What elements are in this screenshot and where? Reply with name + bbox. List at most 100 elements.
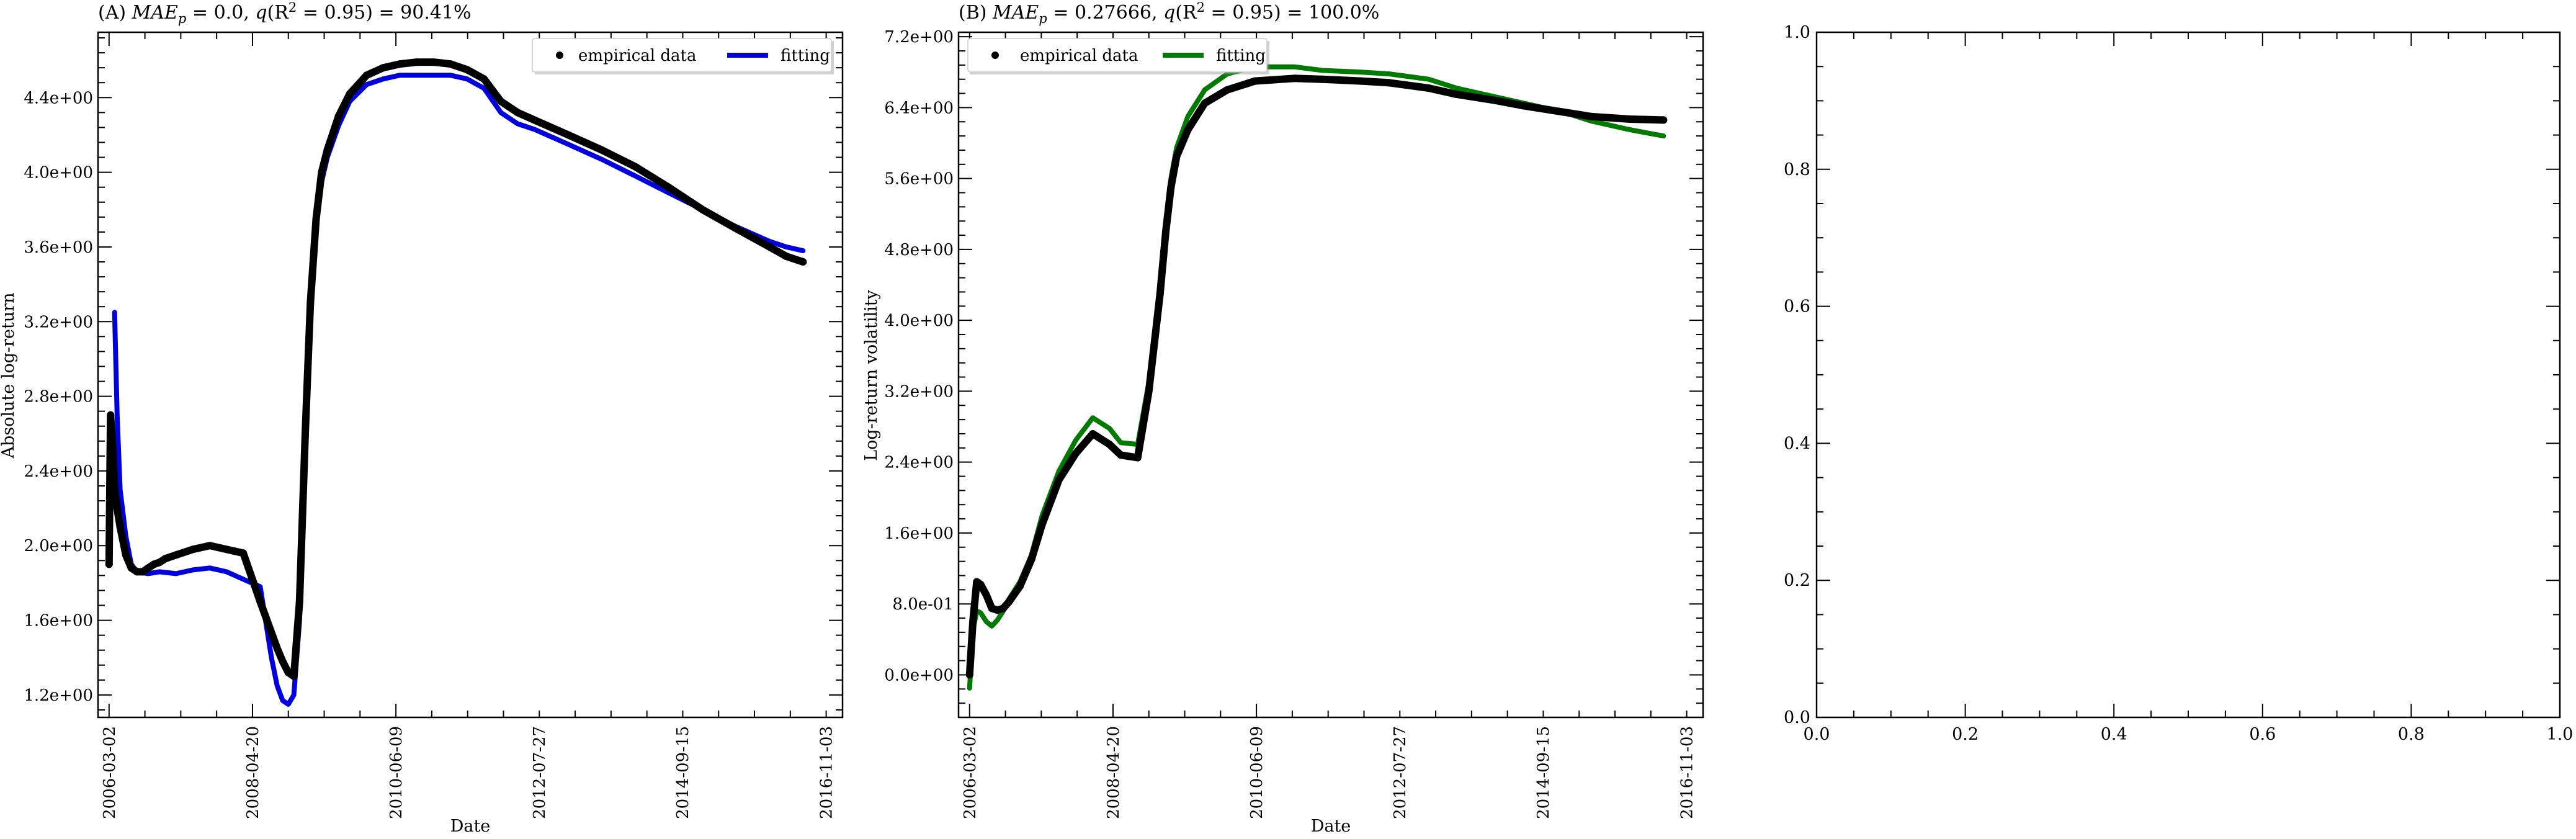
empirical-data-point [273, 644, 281, 652]
panel-b: (B) MAEp = 0.27666, q(R2 = 0.95) = 100.0… [862, 0, 1704, 836]
panel-a-x-axis-label: Date [450, 817, 491, 836]
empirical-data-point [122, 551, 130, 559]
panel-b-title: (B) MAEp = 0.27666, q(R2 = 0.95) = 100.0… [959, 0, 1379, 26]
empirical-data-point [239, 549, 248, 557]
empirical-data-point [1016, 582, 1024, 590]
y-tick-label: 0.2 [1784, 571, 1810, 590]
x-tick-label: 2006-03-02 [101, 726, 119, 819]
panel-a-title: (A) MAEp = 0.0, q(R2 = 0.95) = 90.41% [98, 0, 472, 26]
empirical-data-point [133, 568, 141, 576]
empirical-data-point [1492, 97, 1500, 104]
empirical-data-point [799, 258, 807, 266]
panel-b-legend: empirical data fitting [967, 38, 1269, 74]
y-tick-label: 1.6e+00 [24, 612, 93, 630]
empirical-data-point [256, 598, 264, 606]
empirical-data-point [977, 580, 985, 588]
legend-marker-empirical [556, 52, 563, 59]
empirical-data-trace [965, 74, 1668, 679]
legend-label-fitting: fitting [1216, 47, 1266, 65]
empirical-data-point [1626, 115, 1634, 123]
x-tick-label: 0.6 [2249, 725, 2276, 744]
panel-a-y-axis-label: Absolute log-return [0, 292, 18, 459]
empirical-data-point [564, 131, 572, 139]
panel-c: 0.0 0.2 0.4 0.6 0.8 1.0 0.0 0.2 0.4 0.6 0.8 1.0 [1784, 23, 2573, 744]
empirical-data-point [782, 253, 790, 260]
empirical-data-point [1134, 454, 1142, 462]
y-tick-label: 3.6e+00 [24, 238, 93, 257]
y-tick-label: 7.2e+00 [884, 28, 954, 47]
panel-b-plot-area [965, 64, 1668, 691]
y-tick-label: 1.0 [1784, 23, 1810, 42]
empirical-data-point [1038, 520, 1046, 528]
empirical-data-point [161, 555, 169, 563]
empirical-data-point [1027, 555, 1035, 563]
empirical-data-point [988, 604, 996, 612]
empirical-data-point [109, 439, 117, 447]
x-tick-label: 2008-04-20 [244, 726, 262, 819]
y-tick-label: 1.6e+00 [884, 524, 954, 543]
x-tick-label: 2006-03-02 [961, 726, 980, 819]
x-tick-label: 2010-06-09 [1248, 726, 1266, 819]
empirical-data-point [1167, 183, 1175, 191]
empirical-data-point [1424, 84, 1433, 92]
empirical-data-point [993, 606, 1001, 614]
empirical-data-point [497, 97, 505, 105]
x-tick-label: 2014-09-15 [674, 726, 692, 819]
y-tick-label: 4.0e+00 [24, 164, 93, 182]
legend-label-empirical: empirical data [578, 47, 696, 65]
empirical-data-point [363, 71, 370, 79]
y-tick-label: 1.2e+00 [24, 686, 93, 705]
empirical-data-point [396, 60, 404, 68]
legend-label-empirical: empirical data [1020, 47, 1138, 65]
legend-frame [967, 38, 1268, 73]
empirical-data-point [144, 564, 152, 572]
empirical-data-point [290, 672, 298, 680]
legend-marker-empirical [991, 52, 999, 59]
empirical-data-point [597, 146, 606, 154]
empirical-data-point [1162, 228, 1169, 236]
panel-b-frame [957, 31, 1704, 719]
x-tick-label: 0.2 [1952, 725, 1979, 744]
empirical-data-point [446, 60, 454, 68]
empirical-data-point [312, 215, 320, 223]
panel-a-frame [97, 31, 844, 719]
empirical-data-point [306, 299, 315, 307]
empirical-data-point [463, 66, 471, 74]
empirical-data-point [334, 112, 342, 120]
x-tick-label: 2014-09-15 [1534, 726, 1553, 819]
empirical-data-point [766, 243, 774, 251]
empirical-data-point [1106, 441, 1114, 449]
empirical-data-point [107, 411, 115, 419]
panel-b-x-axis-label: Date [1311, 817, 1351, 836]
x-tick-label: 2016-11-03 [1678, 726, 1696, 819]
empirical-data-point [413, 58, 421, 66]
empirical-data-point [110, 486, 119, 493]
empirical-data-point [1251, 77, 1259, 85]
empirical-data-point [116, 523, 124, 531]
empirical-data-point [1184, 126, 1192, 134]
y-tick-label: 0.0 [1784, 708, 1810, 727]
y-tick-label: 3.2e+00 [24, 313, 93, 331]
panel-a-y-axis: 1.2e+00 1.6e+00 2.0e+00 2.4e+00 2.8e+00 3.2e+… [24, 37, 843, 711]
empirical-data-point [127, 564, 135, 572]
empirical-data-point [1452, 91, 1460, 98]
empirical-data-point [699, 205, 707, 213]
panel-a: (A) MAEp = 0.0, q(R2 = 0.95) = 90.41% 1.… [0, 0, 844, 836]
panel-b-y-axis-label: Log-return volatility [862, 289, 881, 460]
y-tick-label: 0.8 [1784, 160, 1810, 179]
y-tick-label: 5.6e+00 [884, 170, 954, 189]
empirical-data-point [430, 58, 438, 66]
y-tick-label: 2.0e+00 [24, 537, 93, 555]
y-tick-label: 6.4e+00 [884, 99, 954, 117]
empirical-data-point [1089, 430, 1097, 437]
empirical-data-point [279, 657, 287, 665]
empirical-data-point [1201, 99, 1209, 107]
legend-frame [532, 38, 832, 73]
panel-a-legend: empirical data fitting [532, 38, 834, 74]
empirical-data-point [172, 551, 180, 559]
empirical-data-point [318, 168, 326, 176]
empirical-data-point [1357, 77, 1366, 85]
fitting-line [967, 64, 1666, 691]
legend-label-fitting: fitting [780, 47, 830, 65]
y-tick-label: 3.2e+00 [884, 382, 954, 401]
